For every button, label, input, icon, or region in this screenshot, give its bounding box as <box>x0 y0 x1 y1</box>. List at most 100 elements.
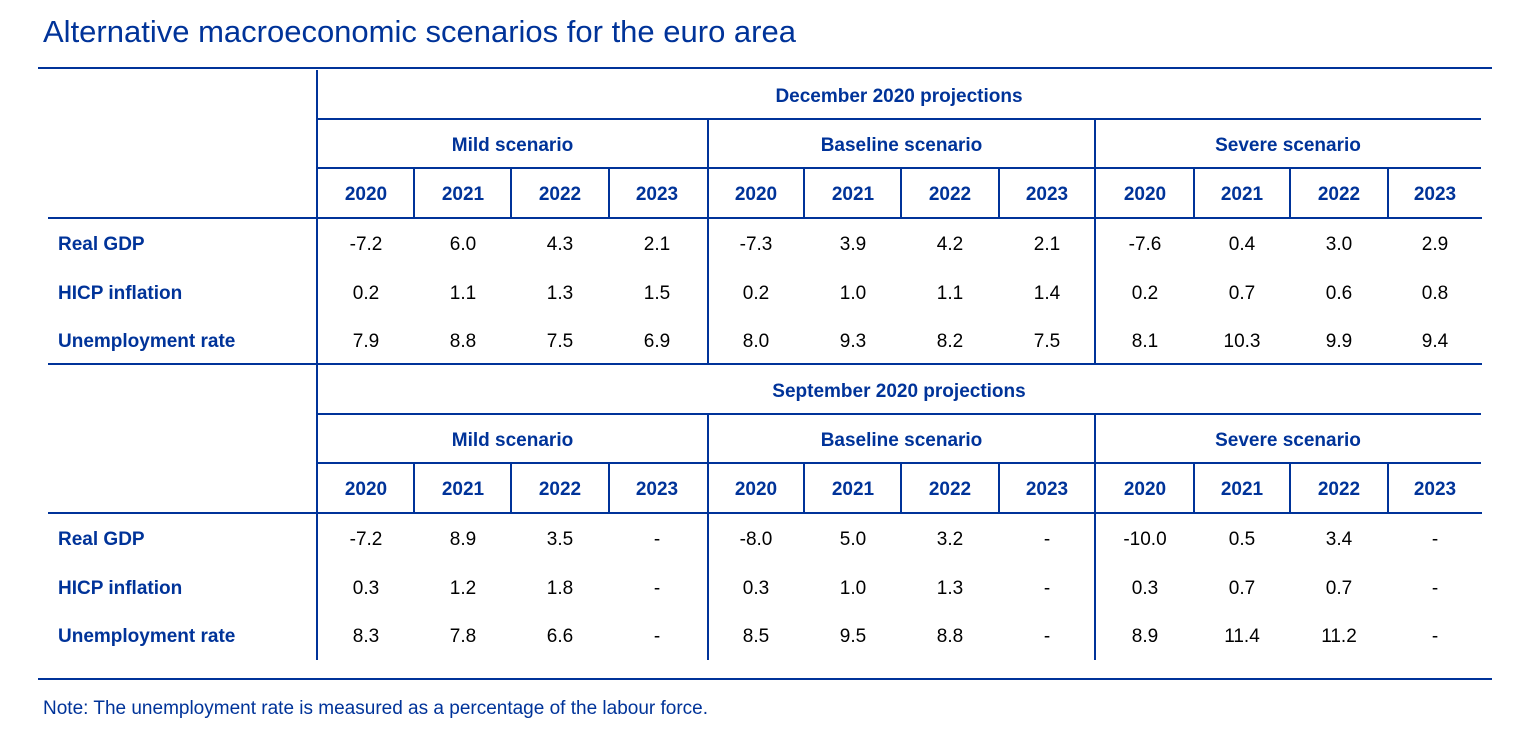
data-cell: - <box>1431 529 1439 550</box>
year-header: 2020 <box>344 479 388 500</box>
data-cell: 0.2 <box>352 282 380 304</box>
data-cell: 1.1 <box>449 282 477 304</box>
data-cell: 1.5 <box>643 282 671 304</box>
year-divider <box>413 168 415 218</box>
scenario-name: Baseline scenario <box>820 430 983 451</box>
data-cell: 8.1 <box>1131 331 1159 352</box>
year-header: 2023 <box>1025 479 1069 500</box>
data-cell: 0.5 <box>1228 529 1256 550</box>
year-divider <box>1387 463 1389 513</box>
data-cell: 0.7 <box>1325 577 1353 599</box>
scenario-name: Severe scenario <box>1215 135 1361 156</box>
data-cell: 7.8 <box>449 626 477 647</box>
heading-rule <box>317 413 1481 415</box>
year-divider <box>608 463 610 513</box>
scenario-divider <box>1094 413 1096 660</box>
data-cell: 7.5 <box>546 331 574 352</box>
top-rule <box>38 67 1492 69</box>
data-cell: 1.3 <box>936 577 964 599</box>
bottom-rule <box>38 678 1492 680</box>
data-cell: 7.5 <box>1033 331 1061 352</box>
data-cell: 1.4 <box>1033 282 1061 304</box>
data-cell: 1.0 <box>839 282 867 304</box>
year-divider <box>803 463 805 513</box>
year-header: 2020 <box>734 479 778 500</box>
year-header: 2021 <box>441 184 485 205</box>
year-header: 2020 <box>734 184 778 205</box>
year-divider <box>1193 463 1195 513</box>
data-cell: 11.2 <box>1321 626 1357 647</box>
year-divider <box>900 168 902 218</box>
data-cell: 8.0 <box>742 331 770 352</box>
year-header: 2023 <box>635 479 679 500</box>
scenario-rule <box>317 462 1481 464</box>
data-cell: 0.8 <box>1421 282 1449 304</box>
data-cell: 6.0 <box>449 234 477 255</box>
year-divider <box>608 168 610 218</box>
year-header: 2023 <box>1413 184 1457 205</box>
data-cell: 9.5 <box>839 626 867 647</box>
year-divider <box>1193 168 1195 218</box>
section-heading: September 2020 projections <box>772 381 1026 402</box>
year-header: 2021 <box>441 479 485 500</box>
row-label: Unemployment rate <box>58 331 236 352</box>
data-cell: -7.6 <box>1128 234 1162 255</box>
year-header: 2023 <box>1413 479 1457 500</box>
data-cell: 3.2 <box>936 529 964 550</box>
data-cell: - <box>653 626 661 647</box>
data-cell: 1.8 <box>546 577 574 599</box>
scenario-divider <box>707 118 709 363</box>
data-cell: 6.6 <box>546 626 574 647</box>
year-divider <box>998 463 1000 513</box>
year-header: 2023 <box>1025 184 1069 205</box>
year-header: 2022 <box>1317 479 1361 500</box>
data-cell: 5.0 <box>839 529 867 550</box>
data-cell: 8.2 <box>936 331 964 352</box>
data-cell: 11.4 <box>1224 626 1260 647</box>
section-divider <box>48 363 1482 365</box>
data-cell: 0.2 <box>1131 282 1159 304</box>
data-cell: 9.3 <box>839 331 867 352</box>
data-cell: - <box>1431 577 1439 599</box>
section-left-rule <box>316 70 318 363</box>
year-rule <box>48 217 1482 219</box>
scenario-name: Mild scenario <box>451 430 574 451</box>
data-cell: 0.3 <box>352 577 380 599</box>
data-cell: 8.5 <box>742 626 770 647</box>
data-cell: 8.8 <box>449 331 477 352</box>
data-cell: -8.0 <box>739 529 773 550</box>
year-divider <box>900 463 902 513</box>
page-title: Alternative macroeconomic scenarios for … <box>43 14 796 49</box>
data-cell: 0.2 <box>742 282 770 304</box>
data-cell: -10.0 <box>1123 529 1167 550</box>
year-header: 2021 <box>1220 479 1264 500</box>
scenario-divider <box>707 413 709 660</box>
data-cell: - <box>1043 626 1051 647</box>
data-cell: 10.3 <box>1223 331 1261 352</box>
data-cell: 4.2 <box>936 234 964 255</box>
data-cell: 9.4 <box>1421 331 1449 352</box>
year-header: 2022 <box>928 479 972 500</box>
data-cell: - <box>1431 626 1439 647</box>
data-cell: 2.1 <box>1033 234 1061 255</box>
data-cell: 2.9 <box>1421 234 1449 255</box>
data-cell: 7.9 <box>352 331 380 352</box>
data-cell: - <box>1043 529 1051 550</box>
row-label: Unemployment rate <box>58 626 236 647</box>
data-cell: 9.9 <box>1325 331 1353 352</box>
data-cell: 1.3 <box>546 282 574 304</box>
data-cell: 8.3 <box>352 626 380 647</box>
data-cell: -7.2 <box>349 234 383 255</box>
row-label: Real GDP <box>58 529 145 550</box>
data-cell: 0.3 <box>742 577 770 599</box>
data-cell: 3.5 <box>546 529 574 550</box>
year-header: 2020 <box>344 184 388 205</box>
heading-rule <box>317 118 1481 120</box>
scenario-name: Baseline scenario <box>820 135 983 156</box>
data-cell: 0.6 <box>1325 282 1353 304</box>
year-divider <box>998 168 1000 218</box>
row-label: Real GDP <box>58 234 145 255</box>
year-rule <box>48 512 1482 514</box>
year-divider <box>803 168 805 218</box>
data-cell: 0.7 <box>1228 577 1256 599</box>
